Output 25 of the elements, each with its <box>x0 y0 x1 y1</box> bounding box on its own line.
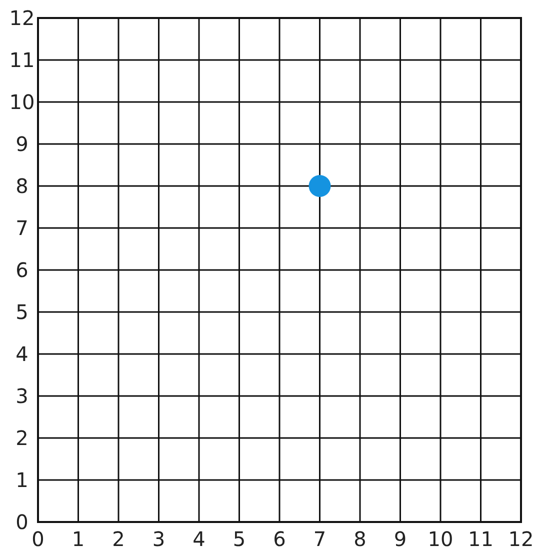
x-tick-label: 10 <box>428 527 454 551</box>
x-tick-label: 11 <box>468 527 494 551</box>
x-tick-label: 12 <box>508 527 534 551</box>
y-tick-label: 2 <box>16 426 28 450</box>
x-tick-label: 7 <box>313 527 326 551</box>
y-tick-label: 1 <box>16 468 28 492</box>
y-tick-label: 10 <box>9 90 35 114</box>
y-tick-label: 11 <box>9 48 35 72</box>
y-tick-label: 12 <box>9 6 35 30</box>
x-tick-label: 6 <box>273 527 286 551</box>
x-tick-label: 9 <box>394 527 407 551</box>
x-tick-label: 1 <box>72 527 85 551</box>
y-tick-label: 9 <box>16 132 28 156</box>
x-tick-label: 5 <box>232 527 246 551</box>
x-tick-label: 8 <box>354 527 366 551</box>
y-tick-label: 7 <box>16 216 28 240</box>
x-tick-label: 4 <box>192 527 206 551</box>
x-tick-label: 3 <box>152 527 166 551</box>
y-tick-label: 3 <box>16 384 28 408</box>
y-tick-label: 0 <box>16 510 28 534</box>
y-tick-label: 5 <box>16 300 28 324</box>
y-tick-label: 8 <box>16 174 28 198</box>
x-tick-label: 2 <box>112 527 125 551</box>
y-tick-label: 6 <box>16 258 28 282</box>
y-tick-label: 4 <box>16 342 28 366</box>
